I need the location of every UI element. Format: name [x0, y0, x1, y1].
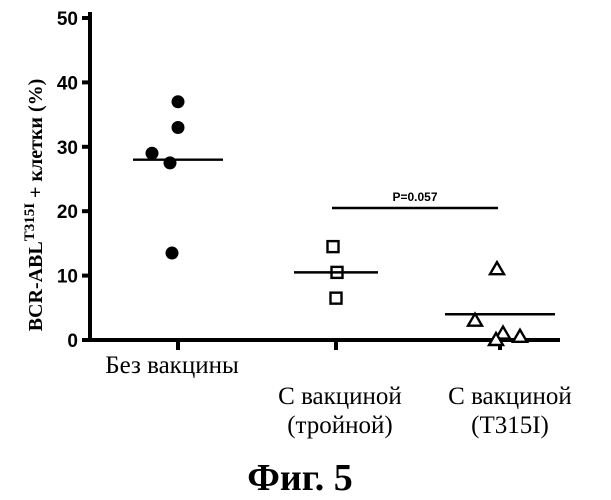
- y-axis-title-rest: + клетки (%): [25, 79, 47, 203]
- data-points: [146, 95, 528, 345]
- category-label-g2-line1: С вакциной: [278, 383, 402, 410]
- y-tick-label-0: 0: [67, 331, 78, 352]
- y-axis-title-main: BCR-ABL: [25, 241, 47, 331]
- data-point-g1-2: [172, 121, 185, 134]
- chart-axes: [90, 12, 560, 350]
- category-label-g1-line1: Без вакцины: [105, 352, 239, 379]
- data-point-g3-4: [513, 330, 527, 342]
- p-value-label: P=0.057: [392, 190, 437, 204]
- y-tick-label-30: 30: [57, 138, 78, 159]
- y-tick-label-40: 40: [57, 73, 78, 94]
- y-axis-title: BCR-ABLT315I + клетки (%): [22, 79, 47, 332]
- data-point-g1-4: [164, 156, 177, 169]
- data-point-g3-2: [468, 314, 482, 326]
- category-labels: Без вакциныС вакциной(тройной)С вакциной…: [105, 352, 572, 439]
- y-axis-title-superscript: T315I: [22, 203, 38, 242]
- category-label-g3-line2: (T315I): [471, 412, 549, 439]
- data-point-g2-3: [331, 293, 342, 304]
- figure-caption: Фиг. 5: [247, 457, 353, 499]
- y-axis-ticks: 0 10 20 30 40 50: [57, 9, 90, 352]
- category-label-g3-line1: С вакциной: [448, 383, 572, 410]
- mean-lines: [133, 160, 555, 315]
- y-tick-label-10: 10: [57, 267, 78, 288]
- category-label-g2-line2: (тройной): [287, 412, 393, 439]
- data-point-g1-1: [172, 95, 185, 108]
- y-axis-label: BCR-ABLT315I + клетки (%): [22, 79, 47, 332]
- y-tick-label-50: 50: [57, 9, 78, 30]
- data-point-g1-5: [166, 247, 179, 260]
- comparison-bracket: P=0.057: [332, 190, 498, 208]
- data-point-g3-1: [490, 262, 504, 274]
- data-point-g2-1: [328, 241, 339, 252]
- y-tick-label-20: 20: [57, 202, 78, 223]
- data-point-g1-3: [146, 147, 159, 160]
